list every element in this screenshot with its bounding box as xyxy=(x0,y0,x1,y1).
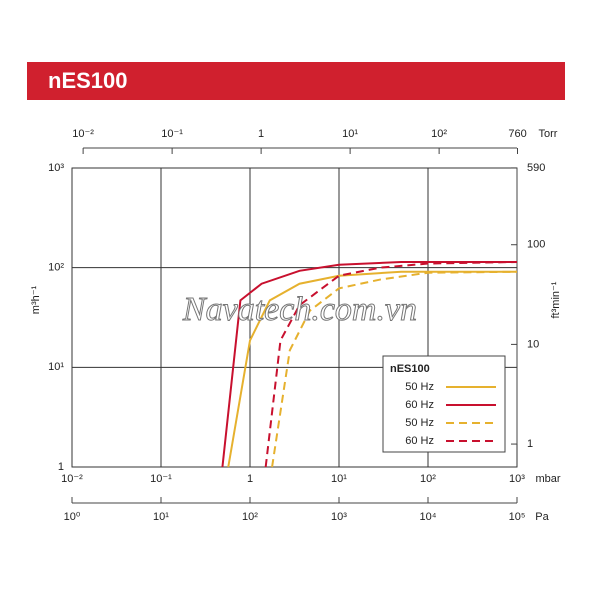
x2-tick-label: 10² xyxy=(431,128,447,140)
x2-axis-label: Torr xyxy=(539,128,558,140)
watermark: Navatech.com.vn xyxy=(182,291,417,328)
y2-axis-label: ft³min⁻¹ xyxy=(550,281,562,318)
x-tick-label: 10¹ xyxy=(331,473,347,485)
y-axis-label: m³h⁻¹ xyxy=(30,285,42,314)
y-tick-label: 1 xyxy=(58,461,64,473)
x-tick-label: 10³ xyxy=(509,473,525,485)
x3-tick-label: 10⁵ xyxy=(509,511,526,523)
legend-label: 60 Hz xyxy=(405,435,434,447)
y2-tick-label: 100 xyxy=(527,239,545,251)
x2-tick-label: 10⁻² xyxy=(72,128,94,140)
x2-tick-label: 1 xyxy=(258,128,264,140)
y-tick-label: 10² xyxy=(48,262,64,274)
y2-tick-label: 1 xyxy=(527,438,533,450)
series-line xyxy=(227,270,517,468)
x-tick-label: 10² xyxy=(420,473,436,485)
x3-tick-label: 10⁴ xyxy=(420,511,437,523)
legend-label: 50 Hz xyxy=(405,417,434,429)
banner-title: nES100 xyxy=(48,68,128,93)
x3-tick-label: 10² xyxy=(242,511,258,523)
series-line xyxy=(221,261,517,468)
y2-tick-label: 10 xyxy=(527,338,539,350)
x3-tick-label: 10³ xyxy=(331,511,347,523)
x-tick-label: 1 xyxy=(247,473,253,485)
banner xyxy=(27,62,565,100)
y-tick-label: 10³ xyxy=(48,162,64,174)
series-line xyxy=(264,261,518,468)
x3-axis-label: Pa xyxy=(535,511,549,523)
x2-tick-label: 10⁻¹ xyxy=(161,128,183,140)
x-axis-label: mbar xyxy=(535,473,560,485)
legend-label: 50 Hz xyxy=(405,381,434,393)
series-line xyxy=(271,270,518,468)
x-tick-label: 10⁻² xyxy=(61,473,83,485)
y-tick-label: 10¹ xyxy=(48,361,64,373)
x2-tick-label: 760 xyxy=(508,128,526,140)
x2-tick-label: 10¹ xyxy=(342,128,358,140)
y2-tick-label: 590 xyxy=(527,162,545,174)
legend-title: nES100 xyxy=(390,363,430,375)
x3-tick-label: 10⁰ xyxy=(64,511,81,523)
x-tick-label: 10⁻¹ xyxy=(150,473,172,485)
legend-label: 60 Hz xyxy=(405,399,434,411)
x3-tick-label: 10¹ xyxy=(153,511,169,523)
